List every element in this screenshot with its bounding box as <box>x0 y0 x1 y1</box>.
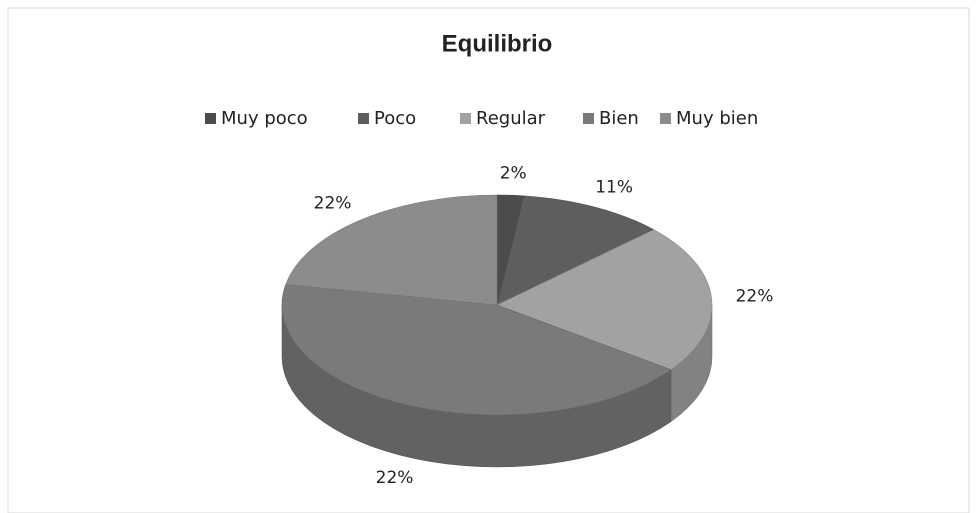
slice <box>496 229 713 370</box>
legend-label: Regular <box>476 108 546 129</box>
data-label: 22% <box>314 193 352 213</box>
legend-label: Muy poco <box>221 108 308 129</box>
legend-swatch <box>460 113 471 124</box>
slice <box>281 284 672 416</box>
legend-swatch <box>205 113 216 124</box>
legend-swatch <box>358 113 369 124</box>
legend-label: Muy bien <box>676 108 758 129</box>
slice <box>285 194 498 306</box>
data-label: 2% <box>500 163 527 183</box>
data-label: 22% <box>736 287 774 307</box>
slice <box>496 195 655 306</box>
legend-label: Poco <box>374 108 416 129</box>
legend-label: Bien <box>599 108 639 129</box>
legend-swatch <box>660 113 671 124</box>
legend-swatch <box>583 113 594 124</box>
data-label: 22% <box>376 468 414 488</box>
chart-title: Equilibrio <box>442 30 553 57</box>
data-label: 11% <box>595 177 633 197</box>
